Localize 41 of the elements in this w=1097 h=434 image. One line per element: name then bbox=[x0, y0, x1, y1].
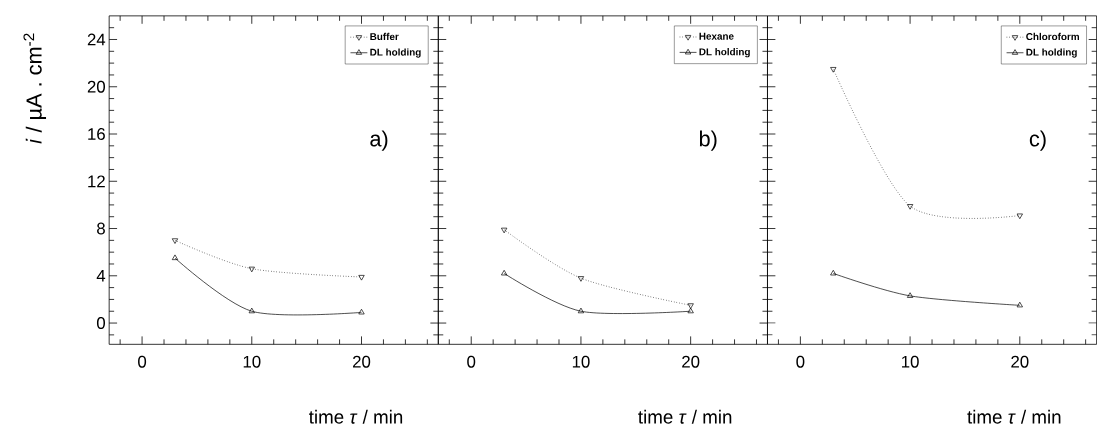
point bbox=[1016, 213, 1023, 220]
x-tick-label: 0 bbox=[796, 355, 805, 368]
x-tick-label: 10 bbox=[902, 355, 919, 368]
point bbox=[577, 276, 585, 282]
point bbox=[687, 307, 694, 314]
y-tick-label: 24 bbox=[87, 33, 106, 46]
y-tick-label: 8 bbox=[97, 222, 105, 235]
legend-label: DL holding bbox=[1026, 48, 1077, 58]
point bbox=[687, 303, 694, 310]
y-tick-label: 4 bbox=[96, 270, 106, 282]
y-tick-label: 20 bbox=[87, 80, 106, 93]
annotation: c) bbox=[1029, 130, 1046, 151]
x-axis-title: time τ / min bbox=[308, 410, 403, 424]
legend-label: DL holding bbox=[370, 48, 421, 58]
legend-label: Buffer bbox=[370, 33, 399, 41]
point bbox=[501, 270, 508, 276]
y-tick-label: 0 bbox=[96, 317, 106, 330]
x-axis-title: time τ / min bbox=[967, 410, 1061, 424]
point bbox=[577, 307, 585, 314]
x-tick-label: 20 bbox=[1011, 355, 1029, 368]
x-tick-label: 0 bbox=[138, 355, 147, 368]
y-axis-title: i / µA . cm$^{-2}$ bbox=[23, 33, 47, 144]
annotation: a) bbox=[370, 130, 388, 151]
x-tick-label: 10 bbox=[572, 355, 590, 368]
x-tick-label: 10 bbox=[243, 355, 261, 368]
point bbox=[501, 227, 508, 234]
point bbox=[830, 67, 837, 73]
x-axis-title: time τ / min bbox=[638, 410, 732, 424]
annotation: b) bbox=[699, 130, 717, 151]
y-tick-label: 12 bbox=[88, 175, 105, 188]
legend-label: DL holding bbox=[699, 48, 750, 58]
x-tick-label: 20 bbox=[682, 355, 700, 368]
point bbox=[907, 204, 914, 210]
legend-label: Hexane bbox=[699, 33, 734, 40]
point bbox=[1016, 302, 1023, 308]
x-tick-label: 0 bbox=[467, 355, 476, 368]
point bbox=[907, 292, 914, 298]
y-tick-label: 16 bbox=[88, 128, 105, 141]
point bbox=[830, 270, 837, 276]
x-tick-label: 20 bbox=[353, 355, 371, 368]
legend-label: Chloroform bbox=[1026, 33, 1079, 41]
